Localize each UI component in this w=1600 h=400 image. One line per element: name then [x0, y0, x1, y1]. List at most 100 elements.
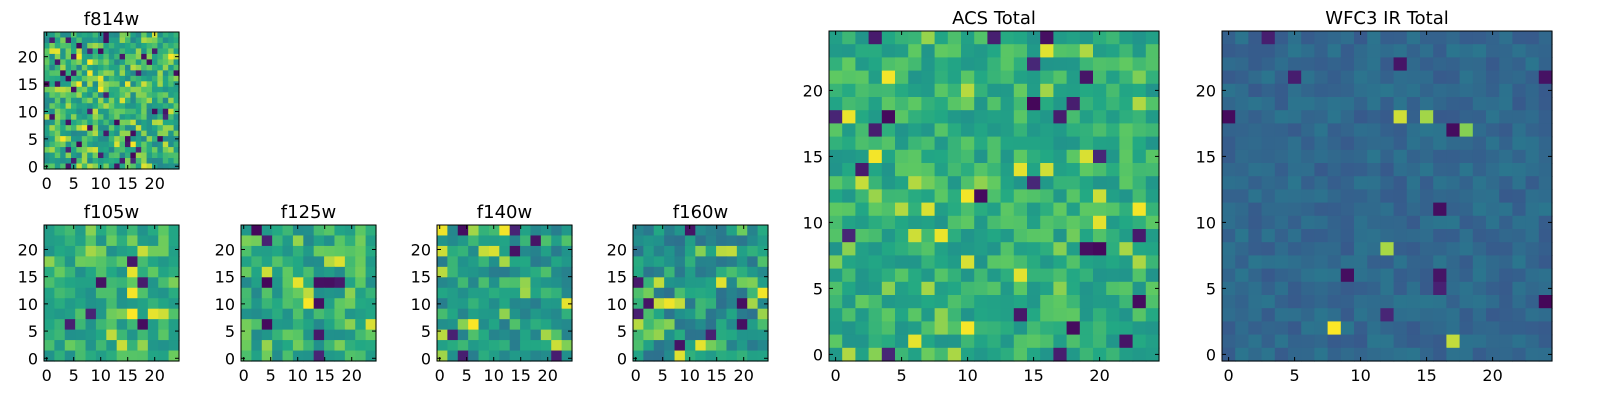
- heatmap-cell: [653, 235, 665, 247]
- y-tick-label: 20: [607, 240, 627, 259]
- heatmap-cell: [499, 256, 511, 268]
- heatmap-cell: [141, 97, 148, 104]
- x-tick-label: 10: [91, 366, 111, 385]
- heatmap-cell: [437, 340, 448, 352]
- heatmap-cell: [1288, 110, 1302, 124]
- heatmap-cell: [1288, 215, 1302, 230]
- heatmap-cell: [1301, 202, 1315, 217]
- heatmap-cell: [829, 189, 843, 204]
- heatmap-cell: [344, 319, 356, 331]
- heatmap-cell: [261, 298, 273, 310]
- heatmap-cell: [881, 229, 896, 243]
- heatmap-cell: [60, 70, 67, 77]
- heatmap-cell: [137, 235, 149, 247]
- heatmap-cell: [65, 119, 72, 126]
- heatmap-cell: [114, 141, 121, 148]
- heatmap-cell: [1486, 189, 1500, 204]
- heatmap-cell: [1433, 268, 1447, 283]
- heatmap-cell: [1040, 136, 1054, 151]
- heatmap-cell: [92, 152, 99, 159]
- heatmap-cell: [1066, 295, 1081, 309]
- heatmap-cell: [1093, 255, 1107, 270]
- heatmap-cell: [75, 340, 87, 352]
- heatmap-cell: [1093, 347, 1107, 362]
- heatmap-cell: [152, 64, 158, 71]
- heatmap-cell: [1472, 295, 1487, 309]
- heatmap-cell: [736, 245, 748, 257]
- heatmap-cell: [1446, 281, 1461, 296]
- heatmap-cell: [130, 103, 137, 110]
- heatmap-cell: [1145, 149, 1160, 164]
- heatmap-cell: [1093, 110, 1107, 124]
- heatmap-cell: [1512, 334, 1527, 349]
- heatmap-cell: [934, 202, 949, 217]
- heatmap-cell: [282, 235, 294, 247]
- heatmap-cell: [76, 158, 83, 165]
- heatmap-cell: [98, 37, 104, 44]
- heatmap-cell: [168, 158, 175, 165]
- heatmap-cell: [162, 86, 169, 93]
- heatmap-cell: [1288, 321, 1302, 336]
- heatmap-cell: [152, 108, 158, 115]
- heatmap-cell: [95, 329, 107, 341]
- heatmap-cell: [1119, 70, 1134, 85]
- heatmap-cell: [130, 92, 137, 99]
- heatmap-cell: [365, 235, 377, 247]
- heatmap-cell: [162, 152, 169, 159]
- heatmap-cell: [829, 242, 843, 256]
- heatmap-cell: [1486, 347, 1500, 362]
- heatmap-cell: [1027, 281, 1041, 296]
- heatmap-cell: [934, 110, 949, 124]
- heatmap-cell: [241, 329, 252, 341]
- heatmap-cell: [54, 277, 66, 289]
- heatmap-cell: [1459, 321, 1474, 336]
- heatmap-cell: [157, 130, 164, 137]
- heatmap-cell: [1301, 110, 1315, 124]
- heatmap-cell: [468, 235, 480, 247]
- heatmap-cell: [146, 81, 153, 88]
- heatmap-cell: [881, 149, 896, 164]
- heatmap-cell: [961, 347, 975, 362]
- heatmap-cell: [251, 287, 263, 299]
- heatmap-cell: [1406, 268, 1421, 283]
- heatmap-cell: [633, 266, 644, 278]
- heatmap-cell: [499, 266, 511, 278]
- heatmap-cell: [1027, 149, 1041, 164]
- heatmap-cell: [1040, 321, 1054, 336]
- heatmap-cell: [1288, 70, 1302, 85]
- heatmap-cell: [87, 86, 94, 93]
- heatmap-cell: [1066, 31, 1081, 45]
- heatmap-cell: [103, 42, 110, 50]
- heatmap-cell: [135, 97, 142, 104]
- heatmap-cell: [934, 347, 949, 362]
- heatmap-cell: [705, 266, 717, 278]
- heatmap-cell: [1486, 242, 1500, 256]
- heatmap-cell: [674, 225, 686, 237]
- heatmap-cell: [108, 130, 115, 137]
- heatmap-cell: [1459, 83, 1474, 98]
- heatmap-cell: [895, 242, 909, 256]
- heatmap-cell: [157, 163, 164, 170]
- heatmap-cell: [146, 136, 153, 143]
- heatmap-cell: [1145, 347, 1160, 362]
- heatmap-cell: [1420, 123, 1434, 138]
- heatmap-cell: [1261, 189, 1276, 204]
- heatmap-cell: [106, 340, 118, 352]
- heatmap-cell: [716, 319, 728, 331]
- heatmap-cell: [152, 141, 158, 148]
- heatmap-cell: [1459, 308, 1474, 322]
- heatmap-cell: [509, 350, 521, 362]
- x-tick-label: 0: [1224, 366, 1234, 385]
- heatmap-cell: [1327, 123, 1342, 138]
- heatmap-cell: [855, 281, 870, 296]
- heatmap-cell: [1040, 44, 1054, 58]
- heatmap-cell: [1327, 255, 1342, 270]
- heatmap-cell: [87, 119, 94, 126]
- heatmap-cell: [478, 308, 490, 320]
- heatmap-cell: [1525, 110, 1540, 124]
- heatmap-cell: [71, 86, 77, 93]
- heatmap-cell: [272, 277, 284, 289]
- heatmap-cell: [116, 235, 128, 247]
- heatmap-cell: [1119, 57, 1134, 72]
- heatmap-cell: [85, 277, 97, 289]
